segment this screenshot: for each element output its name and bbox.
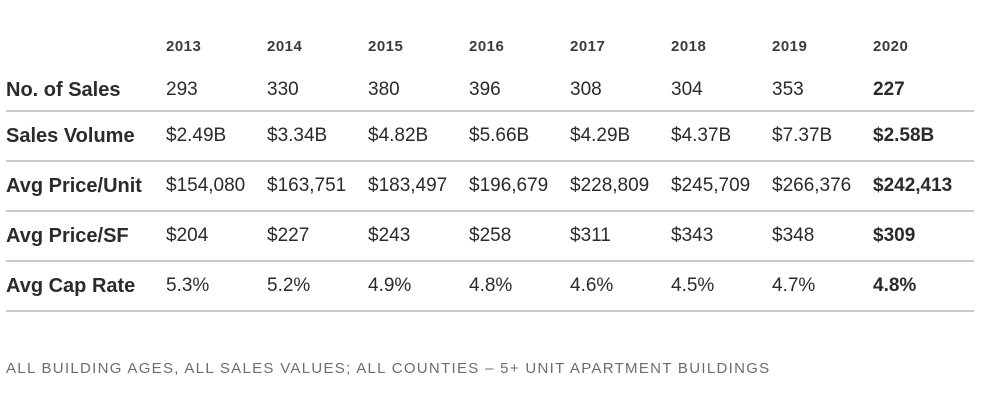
table-cell: $183,497 [366, 161, 467, 212]
table-cell: $348 [770, 211, 871, 262]
year-header-2017: 2017 [570, 37, 606, 55]
table-cell: 4.7% [770, 261, 871, 312]
table-cell: 380 [366, 70, 467, 112]
row-label: Avg Price/SF [6, 211, 164, 262]
table-cell: 4.8% [467, 261, 568, 312]
row-label: Sales Volume [6, 111, 164, 162]
table-cell: $258 [467, 211, 568, 262]
table-cell: $245,709 [669, 161, 770, 212]
table-cell-highlight: $309 [871, 211, 974, 262]
table-cell: $227 [265, 211, 366, 262]
table-cell: $163,751 [265, 161, 366, 212]
sales-stats-table: 2013 2014 2015 2016 2017 2018 2019 2020 … [6, 22, 974, 312]
table-cell: $3.34B [265, 111, 366, 162]
year-header-2020: 2020 [873, 37, 909, 55]
table-cell: $4.29B [568, 111, 669, 162]
table-row: Avg Price/SF $204 $227 $243 $258 $311 $3… [6, 211, 974, 262]
table-cell: 293 [164, 70, 265, 112]
table-row: Sales Volume $2.49B $3.34B $4.82B $5.66B… [6, 111, 974, 162]
table-row: Avg Cap Rate 5.3% 5.2% 4.9% 4.8% 4.6% 4.… [6, 261, 974, 312]
row-label: No. of Sales [6, 70, 164, 112]
table-cell-highlight: $2.58B [871, 111, 974, 162]
table-cell: $228,809 [568, 161, 669, 212]
table-cell: 5.3% [164, 261, 265, 312]
header-row: 2013 2014 2015 2016 2017 2018 2019 2020 [6, 22, 974, 70]
header-blank-cell [6, 22, 164, 70]
table-cell: $204 [164, 211, 265, 262]
year-header-2013: 2013 [166, 37, 202, 55]
table-cell: 396 [467, 70, 568, 112]
footnote: ALL BUILDING AGES, ALL SALES VALUES; ALL… [6, 360, 771, 377]
table-cell: 4.6% [568, 261, 669, 312]
table-cell: $343 [669, 211, 770, 262]
table-cell-highlight: 227 [871, 70, 974, 112]
table-cell: 4.9% [366, 261, 467, 312]
year-header-2015: 2015 [368, 37, 404, 55]
table-cell: $5.66B [467, 111, 568, 162]
row-label: Avg Cap Rate [6, 261, 164, 312]
table-cell: $154,080 [164, 161, 265, 212]
year-header-2014: 2014 [267, 37, 303, 55]
table-cell: $266,376 [770, 161, 871, 212]
table-cell: 353 [770, 70, 871, 112]
table-cell: 5.2% [265, 261, 366, 312]
table-cell: 4.5% [669, 261, 770, 312]
table-cell: $7.37B [770, 111, 871, 162]
year-header-2018: 2018 [671, 37, 707, 55]
table-cell: $196,679 [467, 161, 568, 212]
year-header-2019: 2019 [772, 37, 808, 55]
table-cell: $2.49B [164, 111, 265, 162]
table-cell: 308 [568, 70, 669, 112]
row-label: Avg Price/Unit [6, 161, 164, 212]
table-cell: $4.37B [669, 111, 770, 162]
table-cell: 330 [265, 70, 366, 112]
table-cell-highlight: $242,413 [871, 161, 974, 212]
year-header-2016: 2016 [469, 37, 505, 55]
table-cell: $4.82B [366, 111, 467, 162]
table-cell: 304 [669, 70, 770, 112]
table-row: Avg Price/Unit $154,080 $163,751 $183,49… [6, 161, 974, 212]
table-cell: $243 [366, 211, 467, 262]
table-row: No. of Sales 293 330 380 396 308 304 353… [6, 70, 974, 112]
table-cell: $311 [568, 211, 669, 262]
table-cell-highlight: 4.8% [871, 261, 974, 312]
